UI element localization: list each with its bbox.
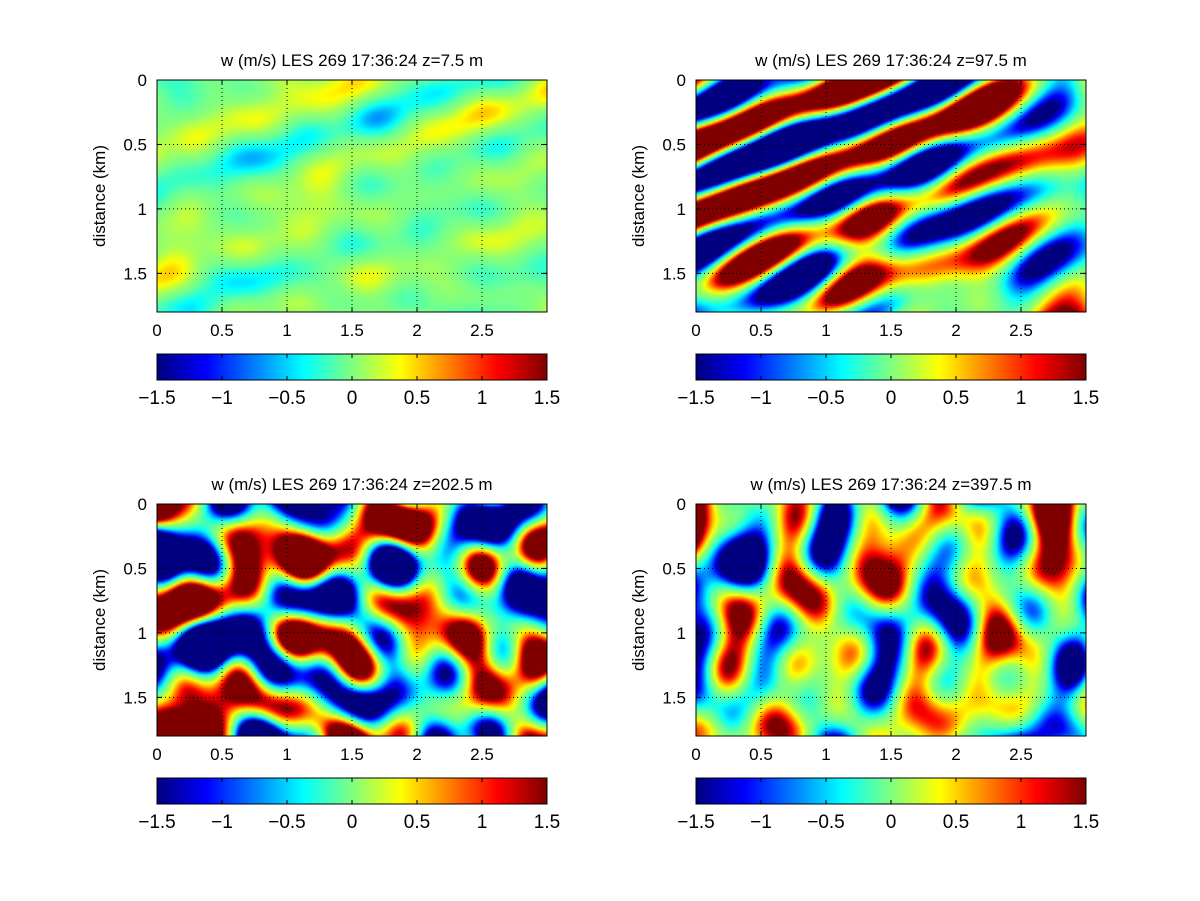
colorbar-tick-label: 0.5 xyxy=(404,812,430,833)
y-tick-label: 0 xyxy=(138,495,147,514)
x-tick-label: 1.5 xyxy=(340,745,364,764)
colorbar-tick-label: 0 xyxy=(347,388,358,409)
colorbar-tick-label: 1.5 xyxy=(534,812,560,833)
chart-title: w (m/s) LES 269 17:36:24 z=202.5 m xyxy=(210,475,492,494)
colorbar-tick-label: 0.5 xyxy=(943,388,969,409)
y-tick-label: 1 xyxy=(138,624,147,643)
panel-4: 0 0.5 1 1.5 2 2.5 0 0.5 1 1.5 w (m/s) LES 269 17:3… xyxy=(629,475,1099,833)
colorbar-tick-label: −0.5 xyxy=(807,388,845,409)
colorbar-tick-label: 1.5 xyxy=(1073,812,1099,833)
panel-1: 0 0.5 1 1.5 2 2.5 0 0.5 1 1.5 w (m/s) LES 269 17:3… xyxy=(90,51,560,409)
x-tick-label: 0.5 xyxy=(210,745,234,764)
y-tick-label: 0.5 xyxy=(662,135,686,154)
y-tick-label: 1 xyxy=(677,200,686,219)
colorbar-tick-label: 0 xyxy=(886,388,897,409)
y-tick-label: 1 xyxy=(138,200,147,219)
colorbar-tick-label: −1.5 xyxy=(138,388,176,409)
colorbar xyxy=(157,354,547,380)
x-tick-label: 1 xyxy=(821,321,830,340)
colorbar-tick-label: 0.5 xyxy=(404,388,430,409)
y-tick-label: 1.5 xyxy=(662,264,686,283)
x-tick-label: 2 xyxy=(951,321,960,340)
chart-title: w (m/s) LES 269 17:36:24 z=97.5 m xyxy=(754,51,1027,70)
y-tick-label: 1.5 xyxy=(123,688,147,707)
colorbar-tick-label: 0 xyxy=(886,812,897,833)
colorbar-tick-label: −1 xyxy=(211,812,233,833)
y-tick-label: 0.5 xyxy=(123,559,147,578)
colorbar-tick-label: 1.5 xyxy=(534,388,560,409)
panel-2: 0 0.5 1 1.5 2 2.5 0 0.5 1 1.5 w (m/s) LES 269 17:3… xyxy=(629,51,1099,409)
colorbar-tick-label: 1 xyxy=(1016,812,1027,833)
colorbar-tick-label: 1 xyxy=(1016,388,1027,409)
y-tick-label: 0.5 xyxy=(662,559,686,578)
colorbar-tick-label: −1 xyxy=(750,388,772,409)
x-tick-label: 1.5 xyxy=(879,321,903,340)
panel-3: 0 0.5 1 1.5 2 2.5 0 0.5 1 1.5 w (m/s) LES 269 17:3… xyxy=(90,475,560,833)
colorbar-tick-label: −1.5 xyxy=(677,388,715,409)
y-tick-label: 1 xyxy=(677,624,686,643)
colorbar-tick-label: 0 xyxy=(347,812,358,833)
colorbar-tick-label: 0.5 xyxy=(943,812,969,833)
colorbar-tick-label: −0.5 xyxy=(268,812,306,833)
colorbar xyxy=(157,778,547,804)
colorbar-tick-label: −0.5 xyxy=(268,388,306,409)
x-tick-label: 2 xyxy=(412,745,421,764)
x-tick-label: 1 xyxy=(821,745,830,764)
x-tick-label: 2 xyxy=(412,321,421,340)
y-tick-label: 0.5 xyxy=(123,135,147,154)
x-tick-label: 2.5 xyxy=(1009,321,1033,340)
x-tick-label: 0 xyxy=(691,321,700,340)
x-tick-label: 1 xyxy=(282,321,291,340)
x-tick-label: 1.5 xyxy=(879,745,903,764)
colorbar-tick-label: −0.5 xyxy=(807,812,845,833)
x-tick-label: 0 xyxy=(691,745,700,764)
x-tick-label: 0.5 xyxy=(210,321,234,340)
y-axis-label: distance (km) xyxy=(629,569,648,671)
x-tick-label: 2.5 xyxy=(470,321,494,340)
colorbar-tick-label: −1.5 xyxy=(138,812,176,833)
x-tick-label: 1 xyxy=(282,745,291,764)
colorbar-tick-label: −1 xyxy=(211,388,233,409)
x-tick-label: 1.5 xyxy=(340,321,364,340)
y-axis-label: distance (km) xyxy=(90,145,109,247)
x-tick-label: 0.5 xyxy=(749,321,773,340)
x-tick-label: 0 xyxy=(152,321,161,340)
y-axis-label: distance (km) xyxy=(90,569,109,671)
y-axis-label: distance (km) xyxy=(629,145,648,247)
y-tick-label: 1.5 xyxy=(662,688,686,707)
colorbar-tick-label: 1.5 xyxy=(1073,388,1099,409)
x-tick-label: 2.5 xyxy=(470,745,494,764)
colorbar-tick-label: 1 xyxy=(477,812,488,833)
x-tick-label: 2.5 xyxy=(1009,745,1033,764)
x-tick-label: 0 xyxy=(152,745,161,764)
x-tick-label: 0.5 xyxy=(749,745,773,764)
colorbar xyxy=(696,778,1086,804)
x-tick-label: 2 xyxy=(951,745,960,764)
y-tick-label: 0 xyxy=(677,71,686,90)
y-tick-label: 1.5 xyxy=(123,264,147,283)
colorbar-tick-label: −1.5 xyxy=(677,812,715,833)
colorbar xyxy=(696,354,1086,380)
panels-layer: 0 0.5 1 1.5 2 2.5 0 0.5 1 1.5 w (m/s) LES 269 17:3… xyxy=(90,51,1099,833)
colorbar-tick-label: −1 xyxy=(750,812,772,833)
colorbar-tick-label: 1 xyxy=(477,388,488,409)
y-tick-label: 0 xyxy=(138,71,147,90)
chart-title: w (m/s) LES 269 17:36:24 z=397.5 m xyxy=(749,475,1031,494)
y-tick-label: 0 xyxy=(677,495,686,514)
chart-title: w (m/s) LES 269 17:36:24 z=7.5 m xyxy=(220,51,483,70)
